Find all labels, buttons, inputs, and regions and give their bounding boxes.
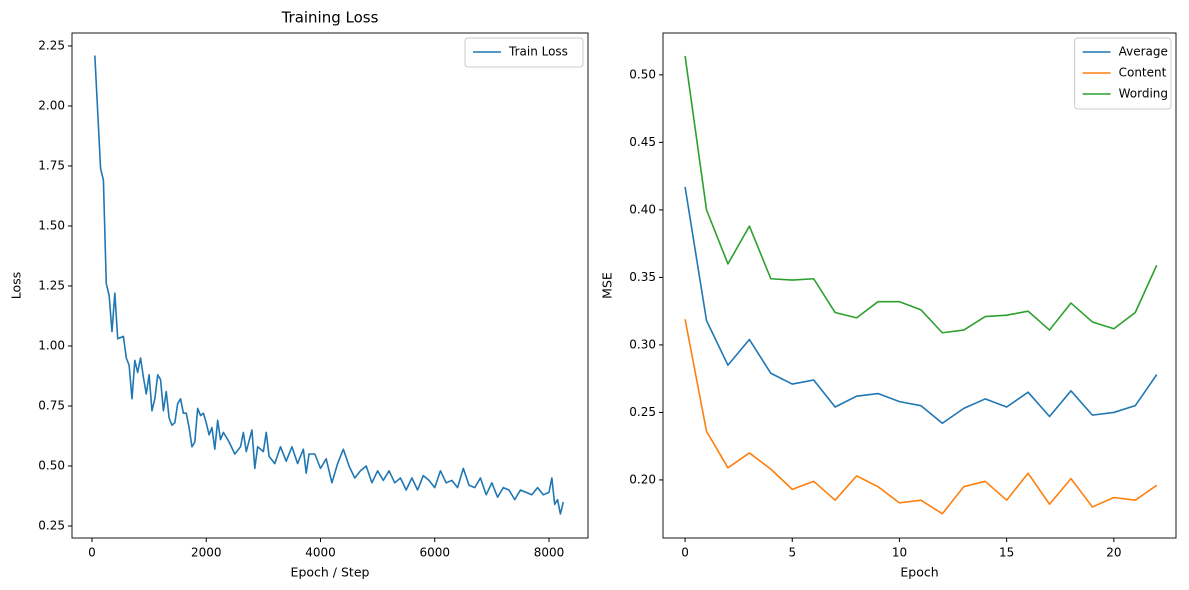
axes-frame xyxy=(662,32,1177,539)
axes-frame xyxy=(71,32,589,539)
legend-box xyxy=(1074,37,1172,110)
y-axis-label: MSE xyxy=(600,272,615,299)
y-tick-label: 0.50 xyxy=(38,458,65,472)
y-tick-label: 0.20 xyxy=(629,472,656,486)
legend: Average Content Wording xyxy=(1074,37,1172,110)
x-tick-label: 8000 xyxy=(534,546,565,560)
y-tick-label: 0.25 xyxy=(38,518,65,532)
legend-label: Content xyxy=(1119,66,1167,80)
y-tick-label: 0.25 xyxy=(629,405,656,419)
x-tick-label: 20 xyxy=(1106,546,1121,560)
series-line xyxy=(684,55,1158,334)
y-tick-label: 2.25 xyxy=(38,38,65,52)
legend-box xyxy=(464,37,584,68)
y-tick-label: 0.45 xyxy=(629,135,656,149)
y-tick-label: 1.00 xyxy=(38,338,65,352)
x-tick-label: 2000 xyxy=(191,546,222,560)
x-tick-label: 0 xyxy=(88,546,96,560)
y-tick-label: 1.75 xyxy=(38,158,65,172)
y-tick-label: 0.35 xyxy=(629,270,656,284)
x-tick-label: 15 xyxy=(999,546,1014,560)
chart-panel: 0 5 10 15 20 0.20 0.25 0.30 0.35 0.40 0.45 0.50 Epoc… xyxy=(600,32,1177,580)
chart-title: Training Loss xyxy=(281,9,379,27)
y-tick-label: 1.50 xyxy=(38,218,65,232)
legend-label: Average xyxy=(1119,45,1168,59)
x-tick-label: 10 xyxy=(892,546,907,560)
x-tick-label: 5 xyxy=(788,546,796,560)
chart-panel: 0 2000 4000 6000 8000 0.25 0.50 0.75 1.00 1.25 1.5… xyxy=(9,9,589,580)
x-axis-label: Epoch / Step xyxy=(291,565,370,580)
y-tick-label: 0.75 xyxy=(38,398,65,412)
x-axis-label: Epoch xyxy=(900,565,938,580)
y-tick-label: 2.00 xyxy=(38,98,65,112)
legend-label: Wording xyxy=(1119,87,1168,101)
x-tick-label: 0 xyxy=(681,546,689,560)
legend-label: Train Loss xyxy=(508,45,568,59)
legend: Train Loss xyxy=(464,37,584,68)
y-tick-label: 1.25 xyxy=(38,278,65,292)
y-tick-label: 0.30 xyxy=(629,337,656,351)
x-tick-label: 4000 xyxy=(305,546,336,560)
y-tick-label: 0.50 xyxy=(629,67,656,81)
x-tick-label: 6000 xyxy=(419,546,450,560)
series-line xyxy=(94,55,565,515)
y-tick-label: 0.40 xyxy=(629,202,656,216)
series-line xyxy=(684,319,1158,515)
series-line xyxy=(684,186,1158,425)
y-axis-label: Loss xyxy=(9,272,24,299)
